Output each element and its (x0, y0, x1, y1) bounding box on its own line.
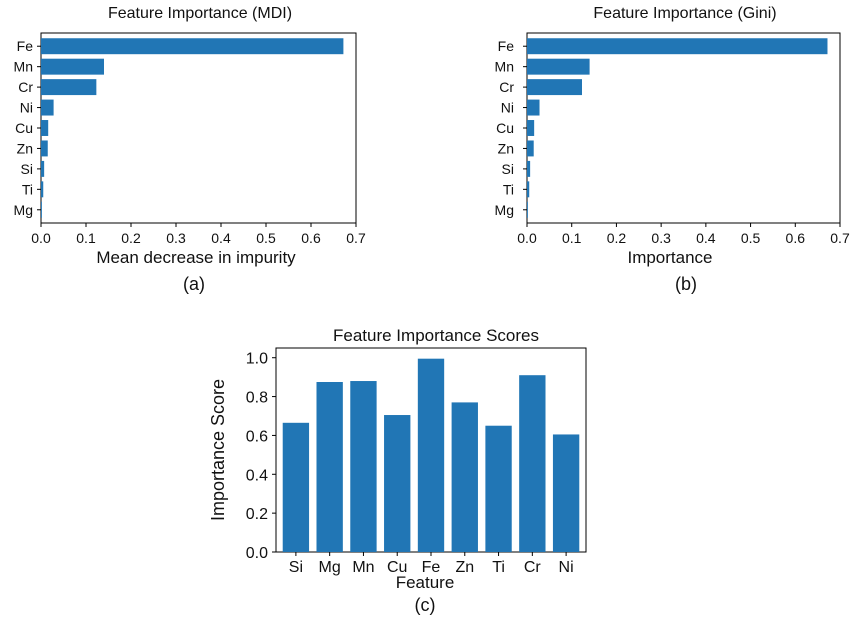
bar-mg (316, 382, 343, 552)
bar-cr (519, 375, 546, 552)
bar-si (282, 422, 310, 552)
x-tick-label: 0.3 (166, 230, 186, 246)
y-axis-label: Importance Score (208, 379, 228, 521)
chart-title: Feature Importance Scores (333, 326, 539, 345)
bar-mn (41, 58, 104, 75)
y-tick-label: Mg (495, 202, 514, 218)
x-tick-label: Cu (387, 559, 407, 576)
x-tick-label: 0.5 (741, 230, 761, 246)
x-tick-label: 0.4 (696, 230, 716, 246)
bar-cu (384, 415, 411, 552)
y-tick-label: Ti (22, 181, 33, 197)
bar-si (41, 160, 45, 177)
y-tick-label: Mg (14, 202, 33, 218)
y-tick-label: 0.4 (246, 467, 268, 484)
chart-panel-c: Feature Importance Scores 0.0 0.2 0.4 0.6 0.8… (208, 326, 587, 615)
x-axis-label: Importance (627, 248, 712, 267)
x-tick-label: 0.1 (562, 230, 582, 246)
y-tick-label: 1.0 (246, 351, 268, 368)
bar-zn (451, 402, 478, 552)
x-tick-label: Fe (422, 559, 441, 576)
x-tick-label: 0.2 (121, 230, 141, 246)
y-tick-label: Fe (498, 38, 515, 54)
y-tick-label: Ti (503, 181, 514, 197)
bar-ni (552, 434, 580, 552)
bar-ti (41, 181, 44, 198)
panel-label: (c) (415, 595, 436, 615)
bar-si (527, 160, 531, 177)
bar-cr (527, 79, 582, 96)
x-tick-label: Ni (559, 559, 574, 576)
bar-zn (527, 140, 534, 157)
y-tick-label: Cu (496, 120, 514, 136)
x-tick-label: 0.1 (76, 230, 96, 246)
x-tick-label: 0.6 (786, 230, 806, 246)
panel-label: (b) (675, 274, 697, 294)
y-tick-label: Fe (17, 38, 34, 54)
y-tick-label: 0.6 (246, 428, 268, 445)
y-tick-label: Cu (15, 120, 33, 136)
x-tick-label: 0.2 (607, 230, 627, 246)
y-tick-label: Ni (501, 100, 514, 116)
x-tick-label: 0.3 (651, 230, 671, 246)
x-tick-label: Ti (492, 559, 505, 576)
bar-ti (527, 181, 530, 198)
x-tick-label: Zn (455, 559, 474, 576)
y-tick-label: Si (502, 161, 514, 177)
y-tick-label: Zn (17, 140, 33, 156)
bar-ni (527, 99, 540, 116)
x-tick-label: 0.4 (211, 230, 231, 246)
x-axis-label: Mean decrease in impurity (96, 248, 296, 267)
y-tick-label: Mn (495, 59, 514, 75)
bar-mn (527, 58, 590, 75)
y-tick-label: Cr (18, 79, 33, 95)
chart-panel-b: Feature Importance (Gini) Fe Mn Cr Ni Cu Zn Si T… (495, 5, 850, 294)
bar-fe (527, 38, 828, 55)
x-tick-label: 0.6 (301, 230, 321, 246)
chart-title: Feature Importance (MDI) (108, 5, 292, 22)
x-tick-label: 0.7 (830, 230, 850, 246)
x-tick-label: Cr (524, 559, 542, 576)
x-tick-label: 0.7 (346, 230, 366, 246)
bar-mn (350, 381, 377, 552)
x-axis-label: Feature (396, 573, 455, 592)
bar-fe (41, 38, 344, 55)
bar-cu (41, 120, 49, 136)
y-tick-label: 0.2 (246, 506, 268, 523)
y-tick-label: Cr (499, 79, 514, 95)
x-tick-label: Mn (352, 559, 374, 576)
x-tick-label: 0.0 (31, 230, 51, 246)
x-tick-label: 0.0 (517, 230, 537, 246)
y-tick-label: 0.8 (246, 390, 268, 407)
bar-mg (41, 201, 42, 218)
bar-zn (41, 140, 48, 157)
panel-label: (a) (183, 274, 205, 294)
y-tick-label: Zn (498, 140, 514, 156)
chart-title: Feature Importance (Gini) (593, 5, 776, 22)
bar-ti (485, 425, 512, 552)
y-tick-label: Mn (14, 59, 33, 75)
bar-mg (527, 201, 528, 218)
y-tick-label: 0.0 (246, 545, 268, 562)
x-tick-label: Si (289, 559, 303, 576)
bar-ni (41, 99, 54, 116)
bar-cr (41, 79, 97, 96)
x-tick-label: 0.5 (256, 230, 276, 246)
chart-panel-a: Feature Importance (MDI) Fe Mn Cr Ni Cu Zn Si Ti… (14, 5, 366, 294)
y-tick-label: Si (21, 161, 33, 177)
bar-fe (417, 358, 445, 552)
y-tick-label: Ni (20, 100, 33, 116)
x-tick-label: Mg (319, 559, 341, 576)
bar-cu (527, 120, 535, 136)
